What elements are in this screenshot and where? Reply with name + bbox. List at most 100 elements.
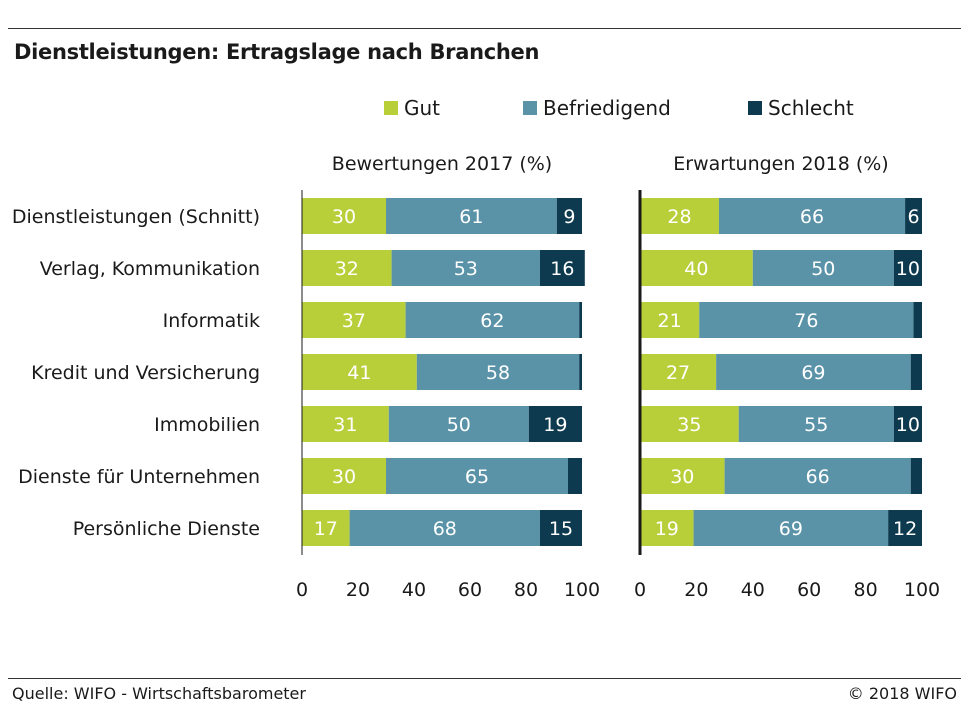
x-tick-label-0-1: 20 (346, 579, 370, 601)
legend-swatch-gut (384, 101, 398, 115)
bar-schlecht-1-1 (893, 250, 922, 286)
bar-schlecht-1-2 (913, 302, 922, 338)
legend-item-schlecht: Schlecht (748, 96, 854, 120)
panel-title-1: Erwartungen 2018 (%) (673, 153, 888, 175)
bar-befriedigend-0-4 (388, 406, 529, 442)
source-note: Quelle: WIFO - Wirtschaftsbarometer (12, 684, 306, 703)
data-label-befriedigend-1-2: 76 (794, 310, 818, 332)
bar-befriedigend-1-0 (718, 198, 906, 234)
bar-schlecht-1-6 (888, 510, 922, 546)
data-label-schlecht-1-0: 6 (907, 206, 919, 228)
data-label-gut-1-5: 30 (670, 466, 694, 488)
category-label-informatik: Informatik (163, 310, 260, 332)
data-label-gut-1-2: 21 (658, 310, 682, 332)
bar-befriedigend-0-1 (391, 250, 540, 286)
data-label-befriedigend-0-4: 50 (447, 414, 471, 436)
bar-gut-1-5 (640, 458, 725, 494)
bar-schlecht-0-6 (540, 510, 582, 546)
bar-befriedigend-1-2 (699, 302, 914, 338)
x-tick-label-1-3: 60 (797, 579, 821, 601)
data-label-schlecht-0-4: 19 (543, 414, 567, 436)
bottom-rule (8, 678, 961, 679)
legend-swatch-befriedigend (523, 101, 537, 115)
category-label-immobilien: Immobilien (154, 414, 260, 436)
data-label-gut-0-3: 41 (347, 362, 371, 384)
data-label-schlecht-0-6: 15 (549, 518, 573, 540)
bar-befriedigend-1-4 (738, 406, 894, 442)
bar-schlecht-1-5 (910, 458, 922, 494)
x-tick-label-1-2: 40 (741, 579, 765, 601)
data-label-befriedigend-0-6: 68 (433, 518, 457, 540)
data-label-gut-0-0: 30 (332, 206, 356, 228)
bar-schlecht-1-0 (905, 198, 922, 234)
bar-befriedigend-1-6 (693, 510, 889, 546)
bar-befriedigend-0-3 (416, 354, 580, 390)
data-label-schlecht-1-4: 10 (896, 414, 920, 436)
legend-item-gut: Gut (384, 96, 440, 120)
category-label-dienste-für-unternehmen: Dienste für Unternehmen (18, 466, 260, 488)
bar-gut-1-2 (640, 302, 700, 338)
bar-gut-0-2 (302, 302, 406, 338)
data-label-gut-0-1: 32 (335, 258, 359, 280)
chart-title: Dienstleistungen: Ertragslage nach Branc… (14, 40, 540, 64)
bar-gut-0-4 (302, 406, 389, 442)
legend-label-gut: Gut (404, 96, 441, 120)
bar-gut-0-0 (302, 198, 386, 234)
data-label-schlecht-1-6: 12 (893, 518, 917, 540)
bar-schlecht-0-4 (528, 406, 582, 442)
x-tick-label-0-4: 80 (514, 579, 538, 601)
bar-schlecht-0-2 (579, 302, 582, 338)
data-label-schlecht-0-1: 16 (550, 258, 574, 280)
category-label-kredit-und-versicherung: Kredit und Versicherung (31, 362, 260, 384)
bar-befriedigend-0-0 (386, 198, 557, 234)
data-label-befriedigend-1-0: 66 (800, 206, 824, 228)
data-label-befriedigend-0-2: 62 (480, 310, 504, 332)
copyright-note: © 2018 WIFO (847, 684, 957, 703)
data-label-gut-1-1: 40 (684, 258, 708, 280)
bar-gut-1-1 (640, 250, 753, 286)
data-label-gut-0-6: 17 (314, 518, 338, 540)
data-label-befriedigend-1-6: 69 (779, 518, 803, 540)
data-label-befriedigend-0-5: 65 (465, 466, 489, 488)
category-label-dienstleistungen-schnitt: Dienstleistungen (Schnitt) (12, 206, 260, 228)
bar-schlecht-0-1 (540, 250, 585, 286)
data-label-gut-1-4: 35 (677, 414, 701, 436)
legend-swatch-schlecht (748, 101, 762, 115)
bar-gut-0-6 (302, 510, 350, 546)
data-label-befriedigend-1-1: 50 (811, 258, 835, 280)
top-rule (8, 28, 961, 29)
bar-befriedigend-0-6 (349, 510, 540, 546)
data-label-gut-0-2: 37 (342, 310, 366, 332)
bar-schlecht-0-3 (579, 354, 582, 390)
bar-gut-1-4 (640, 406, 739, 442)
bar-schlecht-1-3 (910, 354, 922, 390)
data-label-befriedigend-1-5: 66 (806, 466, 830, 488)
bar-gut-1-3 (640, 354, 717, 390)
bar-befriedigend-0-5 (386, 458, 568, 494)
data-label-befriedigend-0-0: 61 (459, 206, 483, 228)
data-label-gut-1-3: 27 (666, 362, 690, 384)
bar-gut-0-1 (302, 250, 392, 286)
x-tick-label-0-3: 60 (458, 579, 482, 601)
data-label-gut-0-4: 31 (333, 414, 357, 436)
data-label-befriedigend-1-4: 55 (804, 414, 828, 436)
data-label-gut-1-6: 19 (655, 518, 679, 540)
bar-befriedigend-1-5 (724, 458, 911, 494)
x-tick-label-1-1: 20 (684, 579, 708, 601)
x-tick-label-1-0: 0 (634, 579, 646, 601)
bar-befriedigend-1-1 (752, 250, 894, 286)
data-label-gut-1-0: 28 (667, 206, 691, 228)
x-tick-label-1-5: 100 (904, 579, 940, 601)
x-tick-label-1-4: 80 (854, 579, 878, 601)
bar-schlecht-0-5 (568, 458, 582, 494)
data-label-befriedigend-0-3: 58 (486, 362, 510, 384)
bar-gut-1-0 (640, 198, 719, 234)
bar-schlecht-1-4 (893, 406, 922, 442)
category-label-persönliche-dienste: Persönliche Dienste (73, 518, 260, 540)
data-label-schlecht-1-1: 10 (896, 258, 920, 280)
legend-item-befriedigend: Befriedigend (523, 96, 671, 120)
x-tick-label-0-5: 100 (564, 579, 600, 601)
bar-befriedigend-1-3 (716, 354, 911, 390)
data-label-befriedigend-1-3: 69 (801, 362, 825, 384)
